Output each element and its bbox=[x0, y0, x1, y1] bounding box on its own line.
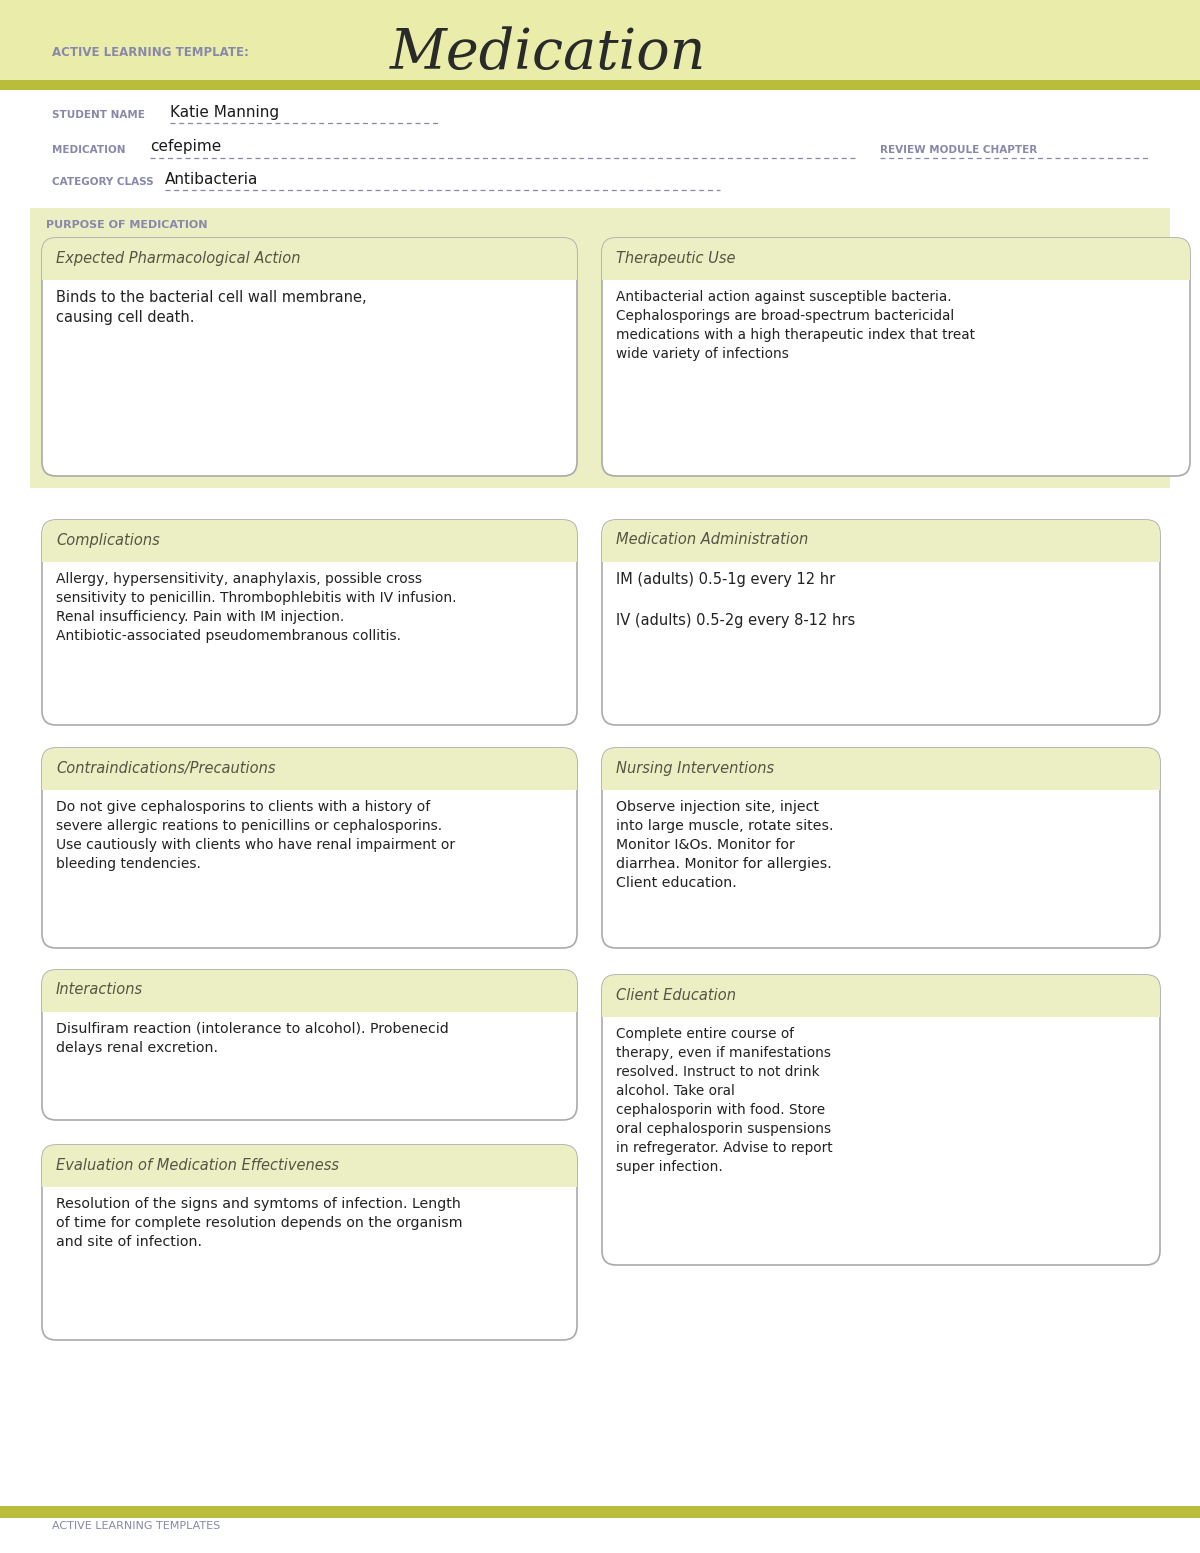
Text: Katie Manning: Katie Manning bbox=[170, 104, 280, 120]
Text: REVIEW MODULE CHAPTER: REVIEW MODULE CHAPTER bbox=[880, 144, 1037, 155]
Text: Interactions: Interactions bbox=[56, 983, 143, 997]
FancyBboxPatch shape bbox=[42, 971, 577, 1009]
Bar bbox=[602, 995, 1160, 1017]
FancyBboxPatch shape bbox=[42, 520, 577, 561]
FancyBboxPatch shape bbox=[42, 971, 577, 1120]
Text: Medication: Medication bbox=[390, 26, 707, 81]
FancyBboxPatch shape bbox=[602, 975, 1160, 1016]
FancyBboxPatch shape bbox=[42, 1145, 577, 1340]
Text: Client Education: Client Education bbox=[616, 988, 736, 1003]
Text: Observe injection site, inject
into large muscle, rotate sites.
Monitor I&Os. Mo: Observe injection site, inject into larg… bbox=[616, 800, 834, 890]
FancyBboxPatch shape bbox=[42, 238, 577, 278]
Text: Resolution of the signs and symtoms of infection. Length
of time for complete re: Resolution of the signs and symtoms of i… bbox=[56, 1197, 462, 1249]
Bar bbox=[0, 81, 1200, 90]
Bar bbox=[42, 989, 577, 1013]
Text: IM (adults) 0.5-1g every 12 hr

IV (adults) 0.5-2g every 8-12 hrs: IM (adults) 0.5-1g every 12 hr IV (adult… bbox=[616, 572, 856, 627]
FancyBboxPatch shape bbox=[602, 520, 1160, 561]
FancyBboxPatch shape bbox=[602, 238, 1190, 278]
FancyBboxPatch shape bbox=[602, 749, 1160, 787]
FancyBboxPatch shape bbox=[42, 749, 577, 787]
Text: PURPOSE OF MEDICATION: PURPOSE OF MEDICATION bbox=[46, 221, 208, 230]
FancyBboxPatch shape bbox=[42, 238, 577, 477]
Text: MEDICATION: MEDICATION bbox=[52, 144, 126, 155]
Bar bbox=[42, 540, 577, 562]
Text: CATEGORY CLASS: CATEGORY CLASS bbox=[52, 177, 154, 186]
Text: Nursing Interventions: Nursing Interventions bbox=[616, 761, 774, 775]
Text: ACTIVE LEARNING TEMPLATES: ACTIVE LEARNING TEMPLATES bbox=[52, 1520, 221, 1531]
FancyBboxPatch shape bbox=[42, 1145, 577, 1185]
FancyBboxPatch shape bbox=[42, 749, 577, 947]
Text: Allergy, hypersensitivity, anaphylaxis, possible cross
sensitivity to penicillin: Allergy, hypersensitivity, anaphylaxis, … bbox=[56, 572, 456, 643]
Bar bbox=[602, 258, 1190, 280]
FancyBboxPatch shape bbox=[42, 520, 577, 725]
Bar bbox=[0, 0, 1200, 90]
Text: STUDENT NAME: STUDENT NAME bbox=[52, 110, 145, 120]
Bar bbox=[602, 769, 1160, 790]
Text: Therapeutic Use: Therapeutic Use bbox=[616, 250, 736, 266]
FancyBboxPatch shape bbox=[602, 749, 1160, 947]
Text: Do not give cephalosporins to clients with a history of
severe allergic reations: Do not give cephalosporins to clients wi… bbox=[56, 800, 455, 871]
Bar bbox=[42, 258, 577, 280]
Bar bbox=[30, 208, 1170, 488]
Text: Contraindications/Precautions: Contraindications/Precautions bbox=[56, 761, 276, 775]
FancyBboxPatch shape bbox=[602, 975, 1160, 1266]
Text: Antibacterial action against susceptible bacteria.
Cephalosporings are broad-spe: Antibacterial action against susceptible… bbox=[616, 290, 974, 360]
Bar bbox=[42, 1165, 577, 1186]
Bar bbox=[0, 1506, 1200, 1517]
Text: ACTIVE LEARNING TEMPLATE:: ACTIVE LEARNING TEMPLATE: bbox=[52, 45, 248, 59]
Text: Expected Pharmacological Action: Expected Pharmacological Action bbox=[56, 250, 300, 266]
Bar bbox=[602, 540, 1160, 562]
Text: Medication Administration: Medication Administration bbox=[616, 533, 809, 548]
Text: Disulfiram reaction (intolerance to alcohol). Probenecid
delays renal excretion.: Disulfiram reaction (intolerance to alco… bbox=[56, 1022, 449, 1054]
FancyBboxPatch shape bbox=[602, 520, 1160, 725]
Text: Complications: Complications bbox=[56, 533, 160, 548]
FancyBboxPatch shape bbox=[602, 238, 1190, 477]
Text: Antibacteria: Antibacteria bbox=[166, 171, 258, 186]
Text: Binds to the bacterial cell wall membrane,
causing cell death.: Binds to the bacterial cell wall membran… bbox=[56, 290, 367, 326]
Bar bbox=[42, 769, 577, 790]
Text: Evaluation of Medication Effectiveness: Evaluation of Medication Effectiveness bbox=[56, 1157, 340, 1173]
Text: Complete entire course of
therapy, even if manifestations
resolved. Instruct to : Complete entire course of therapy, even … bbox=[616, 1027, 833, 1174]
Text: cefepime: cefepime bbox=[150, 140, 221, 154]
